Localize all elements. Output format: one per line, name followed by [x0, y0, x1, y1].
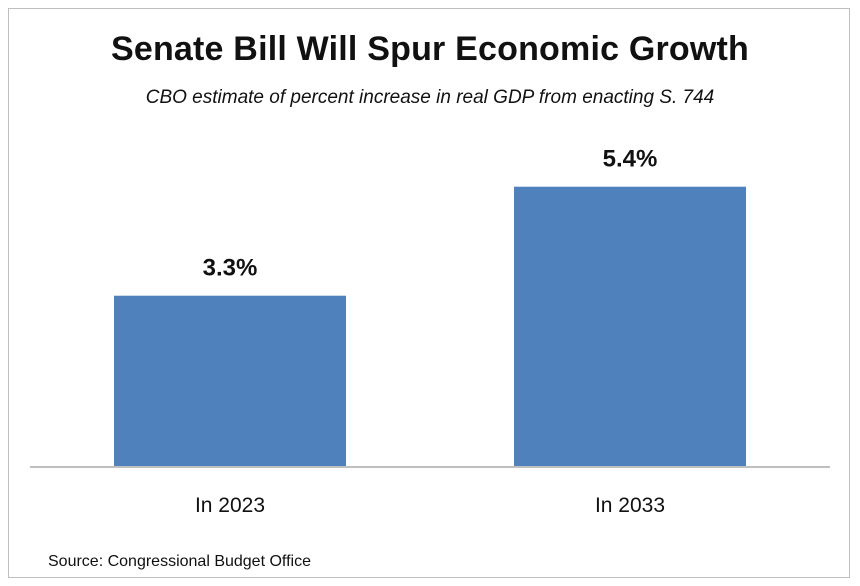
- bar-1: [114, 295, 346, 467]
- chart-title: Senate Bill Will Spur Economic Growth: [110, 30, 750, 68]
- category-label-2: In 2033: [595, 494, 665, 517]
- bar-2: [514, 186, 746, 467]
- data-label-2: 5.4%: [603, 146, 658, 173]
- data-label-1: 3.3%: [203, 255, 258, 282]
- category-label-1: In 2023: [195, 494, 265, 517]
- labels-layer: 3.3% 5.4%: [203, 146, 658, 282]
- bars-layer: [114, 186, 746, 467]
- category-labels-layer: In 2023 In 2033: [195, 494, 665, 517]
- chart-subtitle: CBO estimate of percent increase in real…: [145, 87, 715, 108]
- source-note: Source: Congressional Budget Office: [48, 553, 311, 570]
